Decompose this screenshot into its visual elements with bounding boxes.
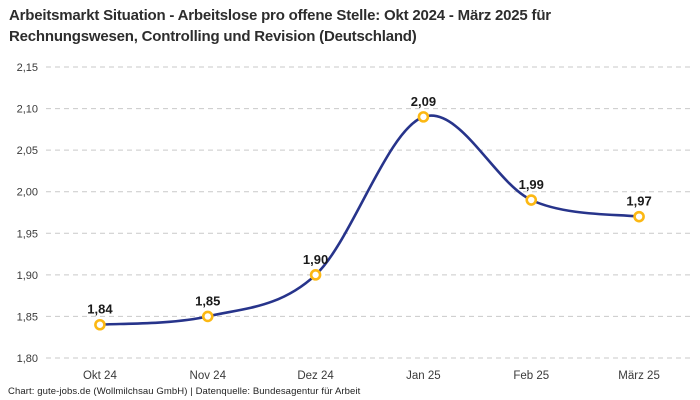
data-point [417,111,430,123]
x-axis-tick-label: Dez 24 [297,370,334,382]
data-point-label: 1,85 [195,293,220,308]
x-axis-tick-label: Nov 24 [190,370,227,382]
data-point [525,194,538,206]
x-axis-tick-label: Jan 25 [406,370,441,382]
y-axis-tick-label: 2,15 [17,62,38,74]
x-axis-tick-label: Feb 25 [513,370,549,382]
y-axis-tick-label: 1,85 [17,311,38,323]
data-point [633,210,645,223]
data-point-label: 2,09 [411,94,436,109]
y-axis-tick-label: 1,80 [17,353,38,365]
chart-title-line1: Arbeitsmarkt Situation - Arbeitslose pro… [9,7,551,24]
y-axis-tick-label: 1,90 [17,270,38,282]
data-point-label: 1,90 [303,252,328,267]
chart-footer: Chart: gute-jobs.de (Wollmilchsau GmbH) … [8,386,361,397]
x-axis-tick-label: März 25 [618,370,660,382]
line-chart: 2,15 2,10 2,05 2,00 1,95 1,90 1,85 1,80 Okt 24 No… [17,62,693,382]
data-point-label: 1,84 [87,302,113,317]
chart-title: Arbeitsmarkt Situation - Arbeitslose pro… [9,6,693,47]
y-axis-tick-label: 2,00 [17,187,38,199]
chart-title-line2: Rechnungswesen, Controlling und Revision… [9,27,417,45]
x-axis-tick-label: Okt 24 [83,370,117,382]
y-axis-tick-label: 1,95 [17,228,38,240]
data-point [309,269,322,281]
data-point-label: 1,99 [519,177,544,192]
trend-line [98,114,641,326]
y-axis-tick-label: 2,10 [17,104,38,116]
y-axis-tick-label: 2,05 [17,145,38,157]
data-point [201,310,214,323]
data-point-label: 1,97 [626,194,651,209]
data-point [94,318,106,331]
